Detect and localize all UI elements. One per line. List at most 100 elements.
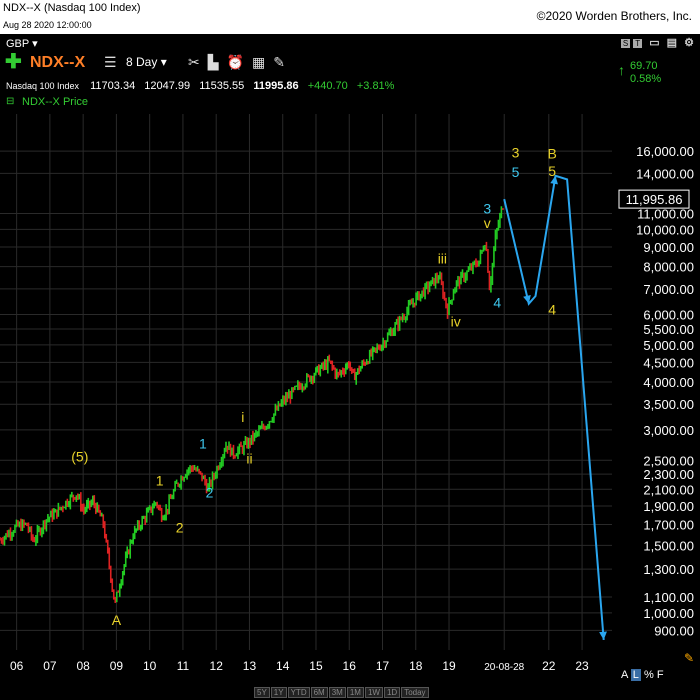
scale-a-button[interactable]: A	[621, 669, 628, 681]
wave-label: 1	[199, 436, 207, 452]
period-6m[interactable]: 6M	[310, 687, 328, 698]
y-tick-label: 10,000.00	[636, 222, 694, 237]
x-tick-label: 14	[276, 659, 290, 673]
series-legend[interactable]: ⊟ NDX--X Price	[6, 96, 89, 108]
y-tick-label: 9,000.00	[643, 240, 694, 255]
change-pct: +3.81%	[356, 80, 395, 92]
layout-icon[interactable]: ▤	[666, 37, 678, 49]
copyright: ©2020 Worden Brothers, Inc.	[536, 9, 692, 23]
x-tick-label: 12	[210, 659, 224, 673]
y-tick-label: 8,000.00	[643, 260, 694, 275]
tool-icons: ✂ ▙ ⏰ ▦ ✎	[188, 54, 293, 71]
wave-label: B	[547, 146, 556, 162]
alarm-icon[interactable]: ⏰	[226, 54, 244, 70]
pencil-icon[interactable]: ✎	[684, 651, 695, 665]
period-buttons: 5Y 1Y YTD 6M 3M 1M 1W 1D Today	[254, 687, 430, 698]
title-bar: NDX--X (Nasdaq 100 Index) Aug 28 2020 12…	[0, 0, 700, 34]
y-tick-label: 4,500.00	[643, 355, 694, 370]
scale-l-button[interactable]: L	[630, 669, 641, 681]
y-tick-label: 1,900.00	[643, 499, 694, 514]
scale-buttons: A L % F	[621, 669, 664, 681]
wave-label: 4	[548, 301, 556, 317]
y-tick-label: 6,000.00	[643, 307, 694, 322]
currency-label: GBP	[6, 38, 30, 50]
quote-line: Nasdaq 100 Index 11703.34 12047.99 11535…	[6, 80, 400, 92]
wave-label: 4	[493, 295, 501, 311]
y-tick-label: 1,700.00	[643, 517, 694, 532]
wave-label: 5	[512, 164, 520, 180]
open-value: 11703.34	[90, 80, 136, 92]
x-tick-label: 19	[442, 659, 456, 673]
grid	[0, 114, 612, 650]
high-value: 12047.99	[144, 80, 191, 92]
y-tick-label: 1,000.00	[643, 606, 694, 621]
wave-label: (5)	[71, 449, 88, 465]
wave-label: iv	[451, 314, 461, 330]
note-icon[interactable]: ✎	[273, 54, 285, 70]
y-tick-label: 2,500.00	[643, 453, 694, 468]
last-price-box	[618, 189, 690, 209]
x-tick-label: 10	[143, 659, 157, 673]
wave-label: i	[241, 409, 244, 425]
symbol-input[interactable]: NDX--X	[30, 54, 86, 71]
calculator-icon[interactable]: ▦	[251, 54, 266, 70]
y-tick-label: 2,300.00	[643, 467, 694, 482]
tools-icon[interactable]: ✂	[188, 54, 200, 70]
y-tick-label: 2,100.00	[643, 482, 694, 497]
period-1d[interactable]: 1D	[383, 687, 401, 698]
indicators-icon[interactable]: ▙	[207, 54, 219, 70]
period-ytd[interactable]: YTD	[287, 687, 310, 698]
y-tick-label: 1,300.00	[643, 562, 694, 577]
t-button[interactable]: T	[633, 39, 643, 48]
wave-label: 2	[176, 520, 184, 536]
period-3m[interactable]: 3M	[328, 687, 346, 698]
x-tick-label: 18	[409, 659, 423, 673]
print-icon[interactable]: ▭	[649, 37, 660, 49]
x-axis: 06 07 08 09 10 11 12 13 14 15 16 17 18 19 20-08-28 22 23	[10, 659, 589, 673]
period-today[interactable]: Today	[401, 687, 429, 698]
chevron-down-icon: ▾	[160, 55, 167, 69]
projection-path	[503, 174, 607, 640]
period-select[interactable]: 8 Day ▾	[126, 55, 167, 69]
period-label: 8 Day	[126, 55, 158, 69]
gear-icon[interactable]: ⚙	[684, 37, 694, 49]
x-tick-label: 13	[243, 659, 257, 673]
right-pct: 0.58%	[630, 73, 662, 85]
price-series	[0, 206, 504, 603]
scale-pct-button[interactable]: %	[643, 669, 654, 681]
wave-label: 5	[548, 163, 556, 179]
period-1y[interactable]: 1Y	[270, 687, 287, 698]
s-button[interactable]: S	[620, 39, 631, 48]
last-value: 11995.86	[253, 80, 299, 92]
right-stat: ↑ 69.70 0.58%	[618, 60, 662, 86]
period-1m[interactable]: 1M	[346, 687, 364, 698]
add-symbol-icon[interactable]: ✚	[5, 51, 22, 73]
series-label: NDX--X Price	[22, 96, 89, 108]
chart-date: Aug 28 2020 12:00:00	[3, 20, 92, 30]
y-tick-label: 5,500.00	[643, 322, 694, 337]
y-tick-label: 4,000.00	[643, 375, 694, 390]
chart-title: NDX--X (Nasdaq 100 Index)	[3, 2, 141, 14]
wave-label: 1	[156, 472, 164, 488]
wave-label: 3	[512, 145, 520, 161]
currency-select[interactable]: GBP ▾	[6, 37, 38, 50]
series-swatch-icon: ⊟	[6, 96, 15, 107]
scale-f-button[interactable]: F	[656, 669, 664, 681]
y-tick-label: 16,000.00	[636, 144, 694, 159]
quote-label: Nasdaq 100 Index	[6, 81, 80, 91]
x-tick-label: 23	[575, 659, 589, 673]
x-tick-label: 16	[343, 659, 357, 673]
x-tick-label: 06	[10, 659, 24, 673]
y-tick-label: 1,100.00	[643, 590, 694, 605]
wave-label: 3	[483, 201, 491, 217]
wave-label: v	[484, 215, 491, 231]
wave-label: ii	[246, 451, 252, 467]
last-price-label: 11,995.86	[626, 192, 683, 207]
list-icon[interactable]: ☰	[104, 54, 119, 70]
projection-arrowhead	[550, 175, 558, 185]
last-price-marker: 11,995.86	[618, 189, 690, 209]
period-1w[interactable]: 1W	[364, 687, 383, 698]
period-5y[interactable]: 5Y	[254, 687, 270, 698]
